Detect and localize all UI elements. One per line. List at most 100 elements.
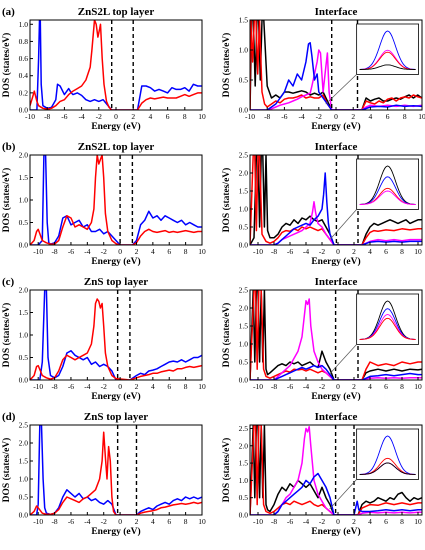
y-tick-label: 1.5: [239, 322, 249, 331]
x-tick-label: 10: [414, 382, 422, 391]
x-tick-label: 8: [184, 382, 188, 391]
x-tick-label: 4: [151, 247, 155, 256]
x-tick-label: 2: [351, 112, 355, 121]
inset-frame: [356, 428, 419, 480]
x-tick-label: -8: [271, 382, 277, 391]
panel-title: Interface: [315, 6, 358, 18]
y-tick-label: 0.5: [19, 353, 29, 362]
y-tick-label: 1.0: [19, 196, 29, 205]
x-tick-label: 8: [403, 112, 407, 121]
series-group: [30, 20, 202, 110]
inset-curve-3: [359, 64, 416, 70]
y-tick-label: 1.5: [19, 457, 29, 466]
chart-panel-3: Interface -10 -8 -6 -4 -2 0 2 4 6 8 10 0.0 0.5 1.0 1.5 2…: [221, 141, 423, 267]
y-tick-label: 2.0: [19, 439, 29, 448]
x-tick-label: 6: [167, 517, 171, 526]
y-tick-label: 0.5: [239, 493, 249, 502]
x-tick-label: -6: [61, 112, 67, 121]
panel-title: Interface: [315, 411, 358, 423]
y-tick-label: 0.0: [19, 376, 29, 385]
y-tick-label: 0.5: [239, 223, 249, 232]
y-tick-label: 2.5: [239, 286, 249, 295]
panel-label: (d): [2, 411, 16, 423]
x-tick-label: -2: [101, 517, 107, 526]
series-line-0: [30, 290, 202, 380]
x-tick-label: 4: [368, 247, 372, 256]
x-tick-label: -6: [68, 517, 74, 526]
y-tick-label: 0.4: [19, 71, 29, 80]
x-axis-label: Energy (eV): [311, 121, 360, 132]
x-tick-label: -6: [281, 112, 287, 121]
plot-frame: [249, 424, 423, 516]
series-group: [250, 155, 422, 245]
x-tick-label: 6: [384, 382, 388, 391]
x-tick-label: 2: [135, 382, 139, 391]
series-line-1: [250, 425, 422, 515]
chart-panel-1: Interface -10 -8 -6 -4 -2 0 2 4 6 8 10 0.0 0.5 1.0 1.5 E…: [221, 6, 425, 132]
chart-panel-7: Interface -10 -8 -6 -4 -2 0 2 4 6 8 10 0.0 0.5 1.0 1.5 2…: [221, 411, 423, 537]
inset-curve-3: [359, 317, 416, 340]
x-tick-label: -8: [51, 247, 57, 256]
y-tick-label: 1.0: [239, 46, 249, 55]
x-tick-label: 10: [198, 112, 206, 121]
x-axis-label: Energy (eV): [91, 391, 140, 402]
y-axis-label: DOS (states/eV): [221, 168, 232, 233]
x-tick-label: -8: [51, 382, 57, 391]
x-tick-label: -10: [33, 247, 43, 256]
inset-frame: [356, 293, 419, 345]
x-tick-label: 2: [352, 517, 356, 526]
x-axis-label: Energy (eV): [91, 256, 140, 267]
x-tick-label: -10: [33, 517, 43, 526]
y-tick-label: 2.0: [19, 286, 29, 295]
x-tick-label: -2: [319, 247, 325, 256]
x-tick-label: 6: [167, 382, 171, 391]
inset-connector: [329, 479, 357, 510]
y-axis-label: DOS (states/eV): [1, 438, 12, 503]
x-tick-label: -2: [316, 112, 322, 121]
zoom-inset: [329, 428, 419, 510]
y-tick-label: 0.8: [19, 37, 29, 46]
panel-title: Interface: [315, 276, 358, 288]
x-tick-label: -6: [287, 247, 293, 256]
series-line-3: [250, 42, 422, 110]
x-tick-label: -4: [298, 112, 304, 121]
series-line-1: [30, 298, 202, 380]
y-tick-label: 0.0: [19, 241, 29, 250]
x-tick-label: 2: [352, 247, 356, 256]
x-tick-label: 0: [114, 112, 118, 121]
x-tick-label: -6: [287, 382, 293, 391]
series-line-3: [250, 364, 422, 380]
panel-title: Interface: [315, 141, 358, 153]
y-tick-label: 0.2: [19, 88, 29, 97]
y-axis-label: DOS (states/eV): [221, 33, 232, 98]
y-tick-label: 2.5: [239, 151, 249, 160]
x-tick-label: 6: [384, 247, 388, 256]
x-tick-label: 0: [334, 112, 338, 121]
x-tick-label: 2: [135, 247, 139, 256]
x-tick-label: 10: [414, 517, 422, 526]
panel-title: ZnS2L top layer: [78, 6, 155, 18]
x-tick-label: 2: [352, 382, 356, 391]
inset-curve-2: [359, 51, 416, 70]
x-tick-label: -10: [245, 112, 255, 121]
x-tick-label: -8: [51, 517, 57, 526]
y-tick-label: 0.0: [19, 511, 29, 520]
x-tick-label: 4: [368, 382, 372, 391]
x-tick-label: -6: [68, 382, 74, 391]
zoom-inset: [325, 23, 419, 105]
y-axis-label: DOS (states/eV): [221, 303, 232, 368]
x-axis-label: Energy (eV): [91, 121, 140, 132]
x-tick-label: 4: [368, 517, 372, 526]
series-line-1: [250, 20, 422, 110]
y-tick-label: 2.0: [239, 441, 249, 450]
x-tick-label: 10: [198, 247, 206, 256]
x-tick-label: -10: [253, 517, 263, 526]
x-tick-label: 0: [118, 517, 122, 526]
x-tick-label: -2: [96, 112, 102, 121]
y-tick-label: 0.5: [19, 493, 29, 502]
chart-panel-2: (b) ZnS2L top layer -10 -8 -6 -4 -2 0 2 4 6 8 10 0.0 0…: [1, 141, 206, 267]
series-line-1: [30, 20, 202, 110]
x-tick-label: -4: [303, 517, 309, 526]
x-tick-label: 8: [184, 517, 188, 526]
x-axis-label: Energy (eV): [311, 391, 360, 402]
